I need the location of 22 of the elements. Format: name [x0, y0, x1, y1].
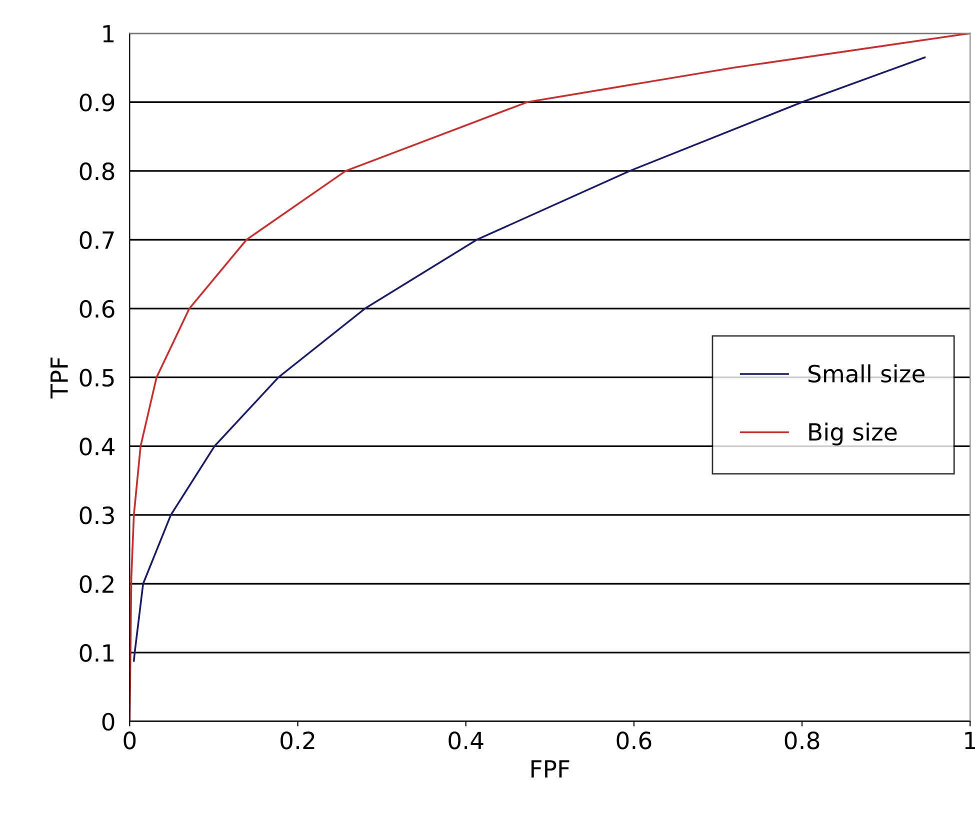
legend-label: Small size	[808, 364, 925, 383]
y-tick-label: 0.6	[80, 300, 114, 318]
x-tick-label: 0.6	[616, 732, 652, 750]
x-tick-label: 0	[124, 732, 136, 750]
y-tick-label: 0.5	[80, 368, 114, 387]
y-tick-label: 0.9	[80, 94, 114, 112]
line-series	[132, 56, 926, 662]
y-tick-label: 0.7	[80, 231, 114, 250]
y-tick-label: 0	[102, 712, 114, 731]
y-tick-label: 0.3	[80, 506, 114, 524]
y-tick-label: 1	[103, 25, 114, 42]
legend-label: Big size	[809, 422, 897, 446]
x-tick-label: 1	[965, 732, 975, 750]
x-axis-title: FPF	[532, 760, 570, 778]
y-tick-label: 0.2	[80, 575, 114, 594]
y-tick-label: 0.8	[80, 162, 114, 180]
x-tick-label: 0.2	[280, 732, 314, 750]
x-tick-label: 0.4	[448, 732, 484, 750]
y-tick-label: 0.1	[80, 644, 114, 662]
y-tick-label: 0.4	[80, 438, 114, 456]
y-axis-title: TPF	[50, 358, 68, 399]
x-tick-label: 0.8	[784, 732, 820, 750]
